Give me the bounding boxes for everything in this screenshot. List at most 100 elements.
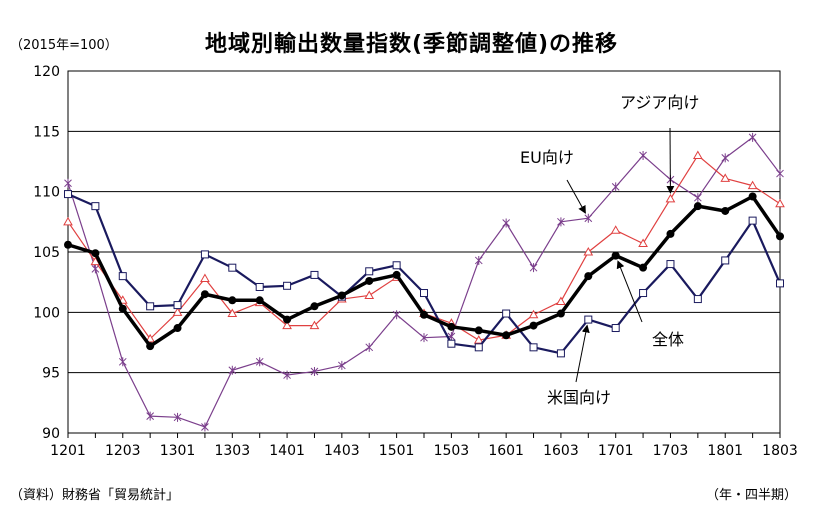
data-point	[665, 193, 676, 203]
x-tick-label: 1403	[324, 443, 360, 459]
data-point	[693, 193, 702, 203]
data-point	[283, 370, 291, 380]
data-point	[118, 304, 127, 313]
data-point	[365, 267, 374, 276]
x-tick-label: 1303	[214, 443, 250, 459]
data-point	[255, 357, 264, 367]
y-tick-label: 95	[42, 366, 60, 382]
data-point	[392, 261, 401, 270]
data-point	[693, 295, 702, 304]
data-point	[693, 202, 702, 211]
data-point	[747, 180, 758, 190]
x-tick-label: 1401	[269, 443, 305, 459]
data-point	[173, 301, 182, 310]
data-point	[365, 342, 374, 352]
data-point	[310, 302, 319, 311]
source-note: （資料）財務省「貿易統計」	[10, 488, 180, 503]
y-tick-label: 115	[33, 124, 60, 140]
data-point	[528, 309, 539, 319]
data-point	[63, 216, 73, 226]
data-point	[200, 250, 209, 259]
data-point	[748, 132, 757, 142]
data-point	[173, 324, 182, 333]
data-point	[145, 333, 156, 343]
data-point	[474, 255, 483, 265]
data-point	[227, 308, 238, 318]
x-tick-label: 1203	[105, 443, 141, 459]
data-point	[639, 289, 648, 298]
data-point	[666, 260, 675, 269]
data-point	[611, 324, 620, 333]
data-point	[146, 411, 155, 421]
data-point	[666, 229, 675, 238]
data-point	[420, 310, 428, 319]
data-point	[228, 263, 237, 272]
data-point	[610, 225, 621, 234]
data-point	[255, 282, 264, 291]
data-point	[638, 238, 648, 248]
annotation-arrow	[566, 179, 586, 214]
data-point	[556, 296, 566, 305]
data-point	[91, 202, 100, 211]
data-point	[473, 335, 484, 344]
data-point	[502, 309, 511, 318]
data-point	[118, 272, 127, 281]
chart-title: 地域別輸出数量指数(季節調整値)の推移	[204, 32, 619, 57]
data-point	[200, 290, 209, 299]
data-point	[64, 178, 72, 188]
data-point	[721, 256, 730, 265]
data-point	[639, 150, 647, 160]
data-point	[557, 217, 565, 227]
data-point	[447, 322, 456, 331]
data-point	[283, 315, 292, 324]
data-point	[282, 320, 292, 330]
data-point	[146, 302, 155, 311]
x-tick-label: 1801	[707, 443, 743, 459]
data-point	[584, 315, 593, 324]
x-tick-label: 1603	[543, 443, 579, 459]
data-point	[283, 281, 292, 290]
y-tick-label: 105	[33, 245, 60, 261]
data-point	[337, 291, 346, 300]
data-point	[474, 326, 483, 335]
data-point	[228, 296, 237, 305]
annotation-label: アジア向け	[620, 93, 699, 112]
data-point	[201, 422, 209, 432]
data-point	[91, 249, 100, 258]
data-point	[776, 169, 784, 179]
data-point	[775, 198, 785, 208]
data-point	[365, 276, 374, 285]
x-tick-label: 1501	[379, 443, 415, 459]
data-point	[228, 365, 237, 375]
data-point	[776, 279, 784, 288]
data-point	[91, 264, 100, 274]
x-tick-label: 1703	[653, 443, 689, 459]
data-point	[556, 309, 565, 318]
data-point	[529, 343, 538, 352]
x-tick-label: 1803	[762, 443, 798, 459]
data-point	[146, 342, 155, 351]
data-point	[173, 412, 182, 422]
data-point	[420, 333, 428, 343]
y-tick-label: 100	[33, 305, 60, 321]
data-point	[118, 357, 127, 367]
annotation-arrow	[575, 324, 590, 383]
data-point	[392, 310, 401, 320]
data-point	[364, 290, 375, 299]
data-point	[502, 218, 511, 228]
data-point	[748, 216, 757, 225]
data-point	[474, 343, 483, 352]
x-tick-label: 1701	[598, 443, 634, 459]
data-point	[447, 339, 456, 348]
annotation-label: 全体	[652, 330, 684, 349]
data-point	[337, 360, 346, 370]
data-point	[556, 349, 565, 358]
data-point	[639, 263, 648, 272]
data-point	[692, 150, 703, 159]
data-point	[611, 182, 620, 192]
data-point	[584, 213, 593, 223]
y-tick-label: 90	[42, 426, 60, 442]
x-axis-note: （年・四半期）	[705, 488, 797, 503]
data-point	[721, 153, 730, 163]
